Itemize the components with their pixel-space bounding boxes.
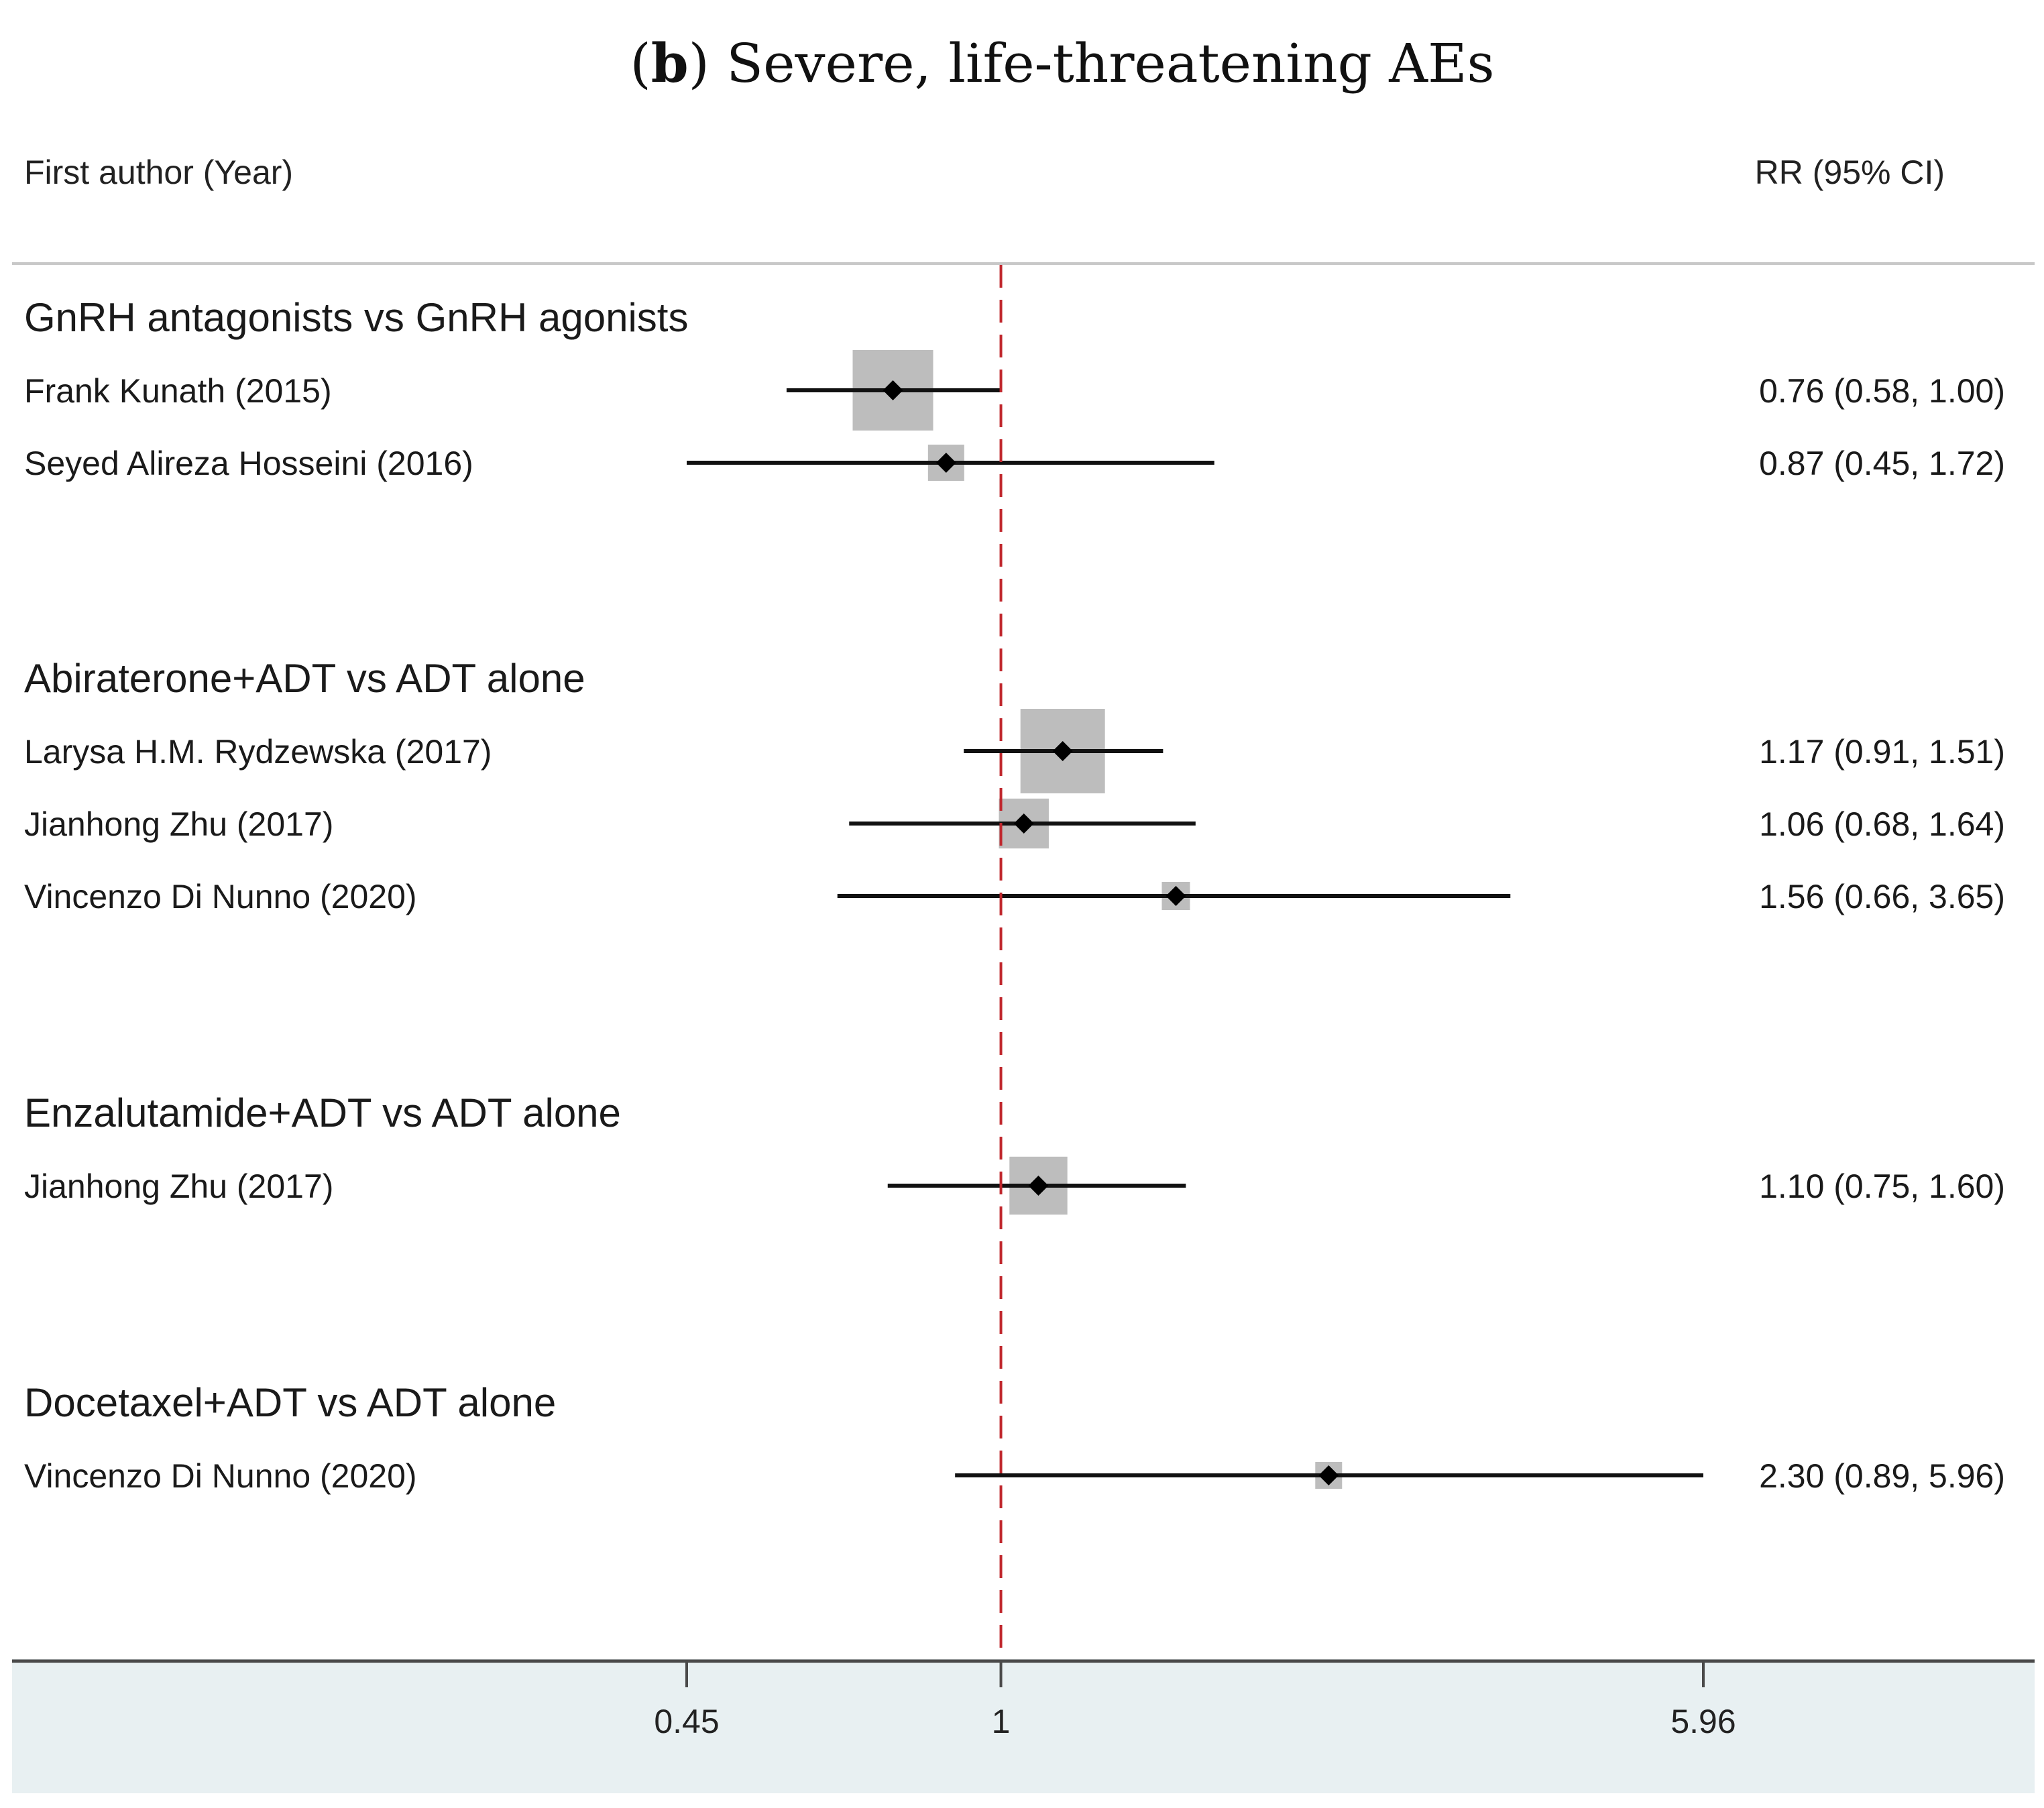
rr-ci-value: 0.87 (0.45, 1.72) (1759, 445, 2005, 482)
rr-ci-value: 0.76 (0.58, 1.00) (1759, 372, 2005, 410)
x-tick-label: 5.96 (1670, 1703, 1736, 1740)
point-estimate (1052, 741, 1073, 761)
group-label: Docetaxel+ADT vs ADT alone (24, 1380, 556, 1425)
x-tick-label: 0.45 (654, 1703, 719, 1740)
study-label: Larysa H.M. Rydzewska (2017) (24, 733, 492, 771)
group-label: GnRH antagonists vs GnRH agonists (24, 295, 688, 340)
x-axis-ticks: 0.45 1 5.96 (654, 1661, 1736, 1740)
point-estimate (1028, 1176, 1049, 1196)
study-rows: GnRH antagonists vs GnRH agonists Frank K… (24, 295, 2005, 1495)
study-label: Vincenzo Di Nunno (2020) (24, 1457, 417, 1495)
point-estimate (1318, 1465, 1339, 1485)
title-prefix: ( (630, 32, 650, 95)
group-label: Enzalutamide+ADT vs ADT alone (24, 1090, 621, 1135)
title-bold: b (651, 32, 689, 95)
rr-ci-value: 1.06 (0.68, 1.64) (1759, 805, 2005, 843)
rr-ci-value: 1.17 (0.91, 1.51) (1759, 733, 2005, 771)
header-left: First author (Year) (24, 154, 293, 191)
rr-ci-value: 2.30 (0.89, 5.96) (1759, 1457, 2005, 1495)
point-estimate (1013, 813, 1034, 834)
point-estimate (1166, 886, 1186, 906)
x-tick-label: 1 (992, 1703, 1011, 1740)
point-estimate (883, 380, 903, 400)
study-label: Jianhong Zhu (2017) (24, 1168, 333, 1205)
header-right: RR (95% CI) (1755, 154, 1945, 191)
rr-ci-value: 1.10 (0.75, 1.60) (1759, 1168, 2005, 1205)
axis-band (12, 1659, 2035, 1793)
study-label: Vincenzo Di Nunno (2020) (24, 878, 417, 915)
title-rest: ) Severe, life-threatening AEs (689, 32, 1495, 95)
chart-title: (b) Severe, life-threatening AEs (630, 32, 1494, 95)
point-estimate (935, 453, 956, 473)
study-label: Jianhong Zhu (2017) (24, 805, 333, 843)
study-label: Frank Kunath (2015) (24, 372, 332, 410)
study-label: Seyed Alireza Hosseini (2016) (24, 445, 473, 482)
rr-ci-value: 1.56 (0.66, 3.65) (1759, 878, 2005, 915)
group-label: Abiraterone+ADT vs ADT alone (24, 656, 585, 701)
